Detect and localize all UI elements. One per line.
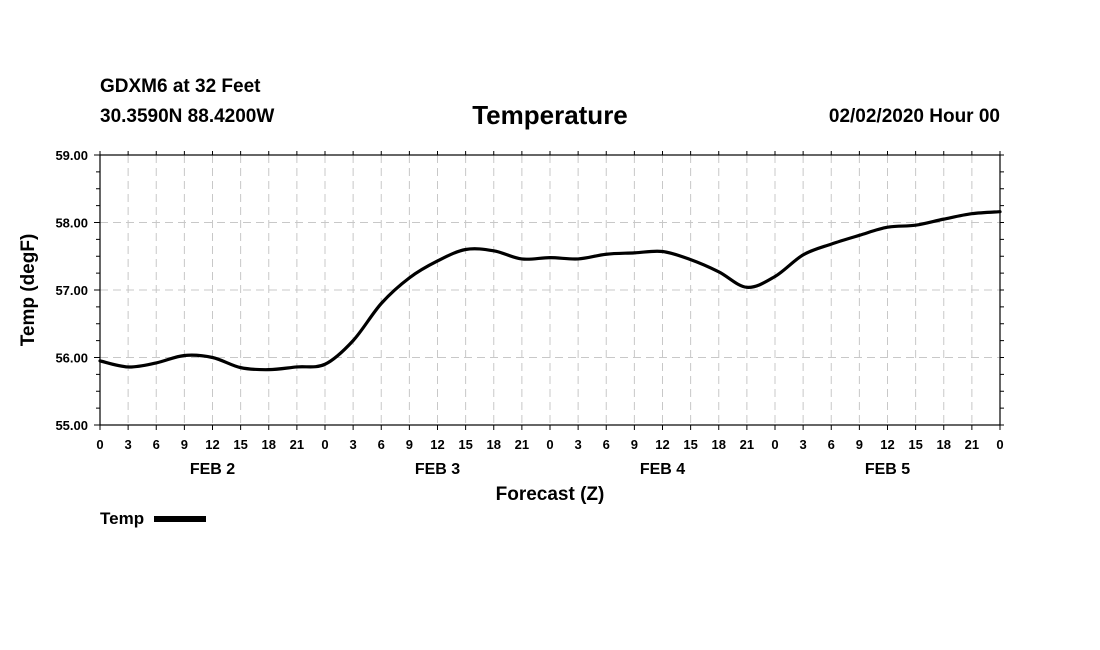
x-tick-label: 15 (683, 437, 697, 452)
run-time-label: 02/02/2020 Hour 00 (828, 106, 1000, 127)
x-tick-label: 18 (937, 437, 951, 452)
y-tick-label: 59.00 (55, 148, 88, 163)
x-tick-label: 21 (740, 437, 754, 452)
x-tick-label: 21 (965, 437, 979, 452)
x-tick-label: 9 (406, 437, 413, 452)
axis-ticks (94, 151, 1004, 430)
day-labels: FEB 2 FEB 3 FEB 4 FEB 5 (190, 461, 910, 478)
x-tick-label: 15 (908, 437, 922, 452)
legend-swatch (154, 516, 207, 522)
x-tick-label: 6 (153, 437, 160, 452)
x-tick-label: 12 (430, 437, 444, 452)
x-tick-label: 0 (771, 437, 778, 452)
station-label: GDXM6 at 32 Feet (100, 76, 261, 97)
x-tick-labels: 0 3 6 9 12 15 18 21 0 3 6 9 12 15 18 21 0 3 6 9 12 15 18 21 0 3 6 9… (96, 437, 1003, 452)
x-tick-label: 18 (262, 437, 276, 452)
x-tick-label: 9 (181, 437, 188, 452)
x-tick-label: 3 (125, 437, 132, 452)
x-tick-label: 18 (487, 437, 501, 452)
temp-series-line (98, 210, 1002, 372)
x-tick-label: 0 (996, 437, 1003, 452)
day-label: FEB 2 (190, 461, 235, 478)
x-axis-title: Forecast (Z) (496, 484, 605, 505)
x-tick-label: 3 (800, 437, 807, 452)
x-tick-label: 0 (96, 437, 103, 452)
legend-label: Temp (100, 509, 145, 528)
x-tick-label: 3 (575, 437, 582, 452)
y-tick-label: 58.00 (55, 216, 88, 231)
y-tick-label: 55.00 (55, 418, 88, 433)
x-tick-label: 12 (205, 437, 219, 452)
x-tick-label: 21 (290, 437, 304, 452)
legend: Temp (100, 509, 207, 529)
day-label: FEB 3 (415, 461, 460, 478)
x-tick-label: 6 (603, 437, 610, 452)
x-tick-label: 0 (321, 437, 328, 452)
x-tick-label: 0 (546, 437, 553, 452)
day-label: FEB 4 (640, 461, 685, 478)
grid-lines (100, 155, 1000, 425)
y-tick-label: 57.00 (55, 283, 88, 298)
x-tick-label: 15 (458, 437, 472, 452)
day-label: FEB 5 (865, 461, 910, 478)
y-tick-label: 56.00 (55, 351, 88, 366)
x-tick-label: 21 (515, 437, 529, 452)
x-tick-label: 6 (828, 437, 835, 452)
y-tick-labels: 55.00 56.00 57.00 58.00 59.00 (55, 148, 88, 433)
coordinates-label: 30.3590N 88.4200W (100, 106, 275, 127)
x-tick-label: 12 (655, 437, 669, 452)
x-tick-label: 3 (350, 437, 357, 452)
x-tick-label: 18 (712, 437, 726, 452)
y-axis-title: Temp (degF) (18, 234, 39, 347)
x-tick-label: 9 (856, 437, 863, 452)
x-tick-label: 9 (631, 437, 638, 452)
chart-title: Temperature (472, 100, 628, 130)
x-tick-label: 6 (378, 437, 385, 452)
x-tick-label: 12 (880, 437, 894, 452)
x-tick-label: 15 (233, 437, 247, 452)
